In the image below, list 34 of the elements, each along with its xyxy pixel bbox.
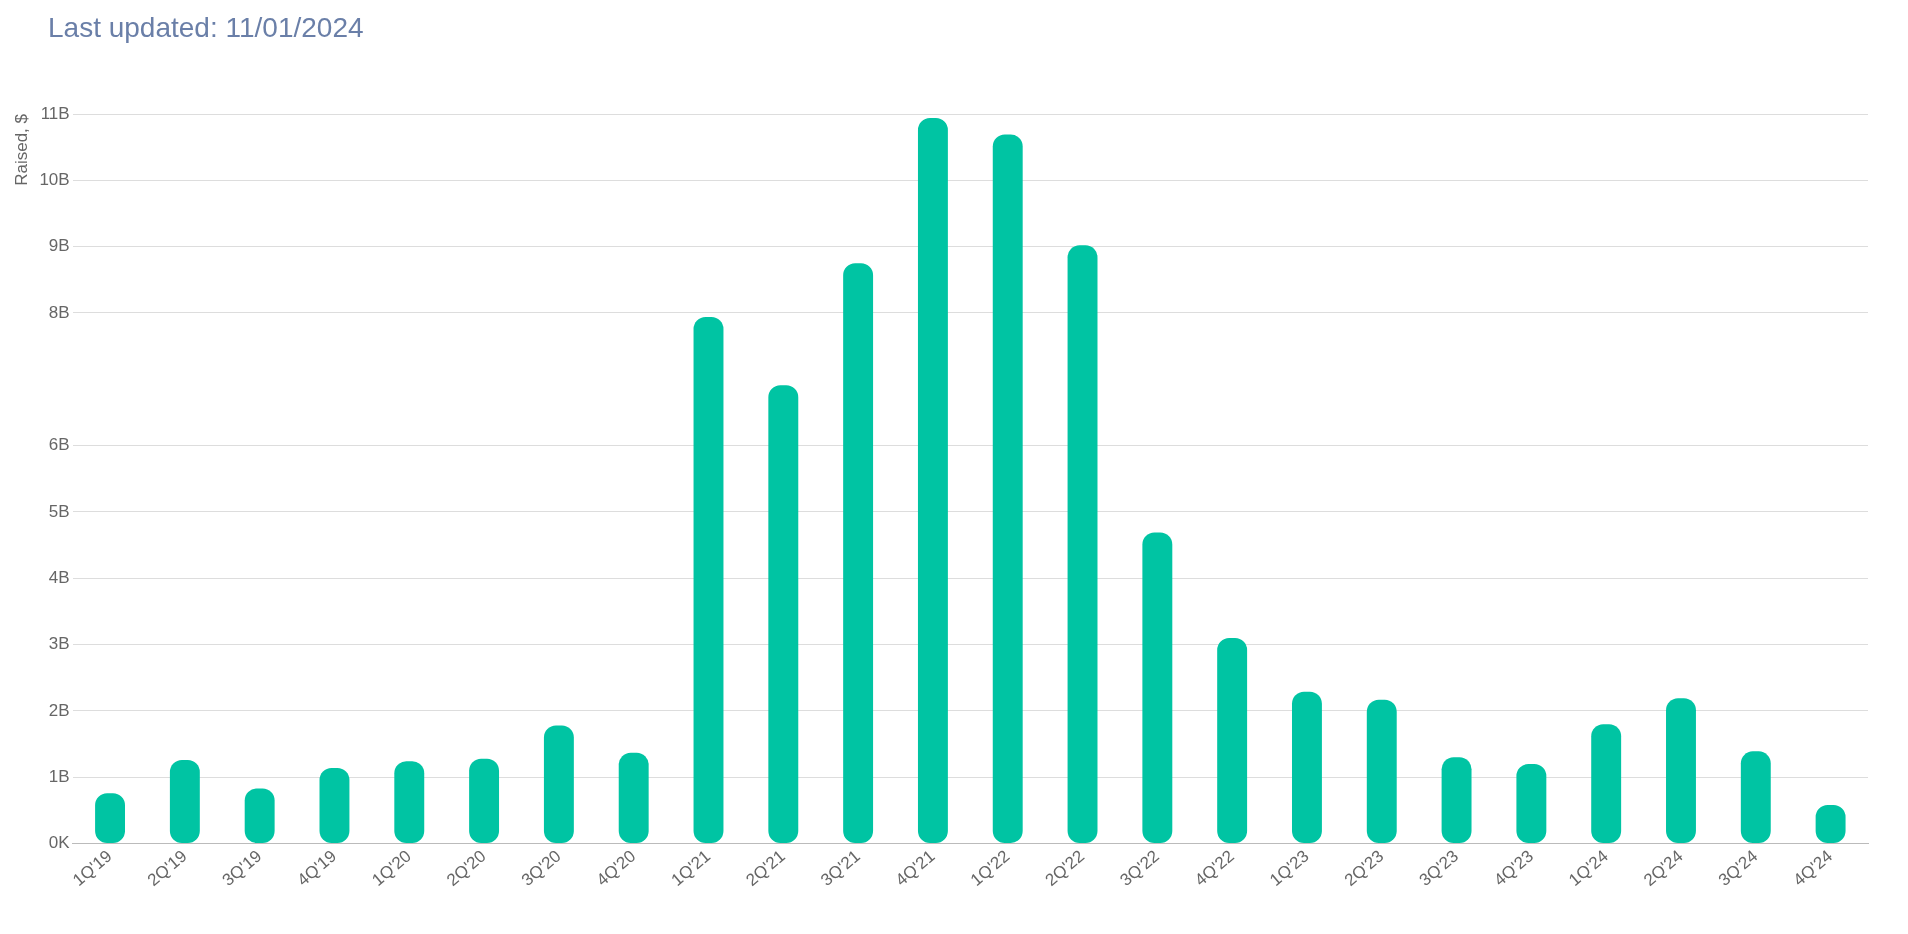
bar — [394, 761, 425, 844]
y-tick-label: 1B — [48, 766, 70, 786]
chart-subtitle: Last updated: 11/01/2024 — [48, 12, 365, 44]
y-axis-title: Raised, $ — [11, 113, 31, 186]
bar — [169, 759, 200, 844]
y-tick-label: 5B — [48, 501, 70, 521]
bar — [917, 117, 948, 844]
bar — [1441, 757, 1472, 844]
bar — [1067, 245, 1098, 844]
bar — [768, 385, 799, 844]
bar — [543, 725, 574, 844]
bar — [1666, 698, 1696, 844]
bar — [1591, 724, 1622, 844]
bar — [1740, 751, 1771, 844]
y-tick-label: 4B — [48, 567, 70, 587]
y-tick-label: 8B — [48, 302, 70, 322]
y-tick-label: 6B — [48, 435, 70, 455]
bar — [1366, 699, 1397, 844]
y-tick-label: 11B — [40, 103, 70, 123]
bar — [1142, 532, 1173, 844]
y-tick-label: 0K — [48, 833, 71, 853]
bar — [1291, 691, 1322, 844]
bar — [992, 134, 1023, 844]
y-tick-label: 3B — [48, 634, 70, 654]
bar — [469, 758, 500, 844]
bar — [693, 316, 724, 844]
y-tick-label: 10B — [39, 170, 70, 190]
bar — [1516, 763, 1547, 844]
y-tick-label: 9B — [48, 236, 70, 256]
bar — [618, 752, 649, 844]
y-tick-label: 2B — [48, 700, 70, 720]
bar — [1217, 637, 1248, 844]
bar — [319, 767, 350, 844]
bar — [843, 263, 874, 844]
